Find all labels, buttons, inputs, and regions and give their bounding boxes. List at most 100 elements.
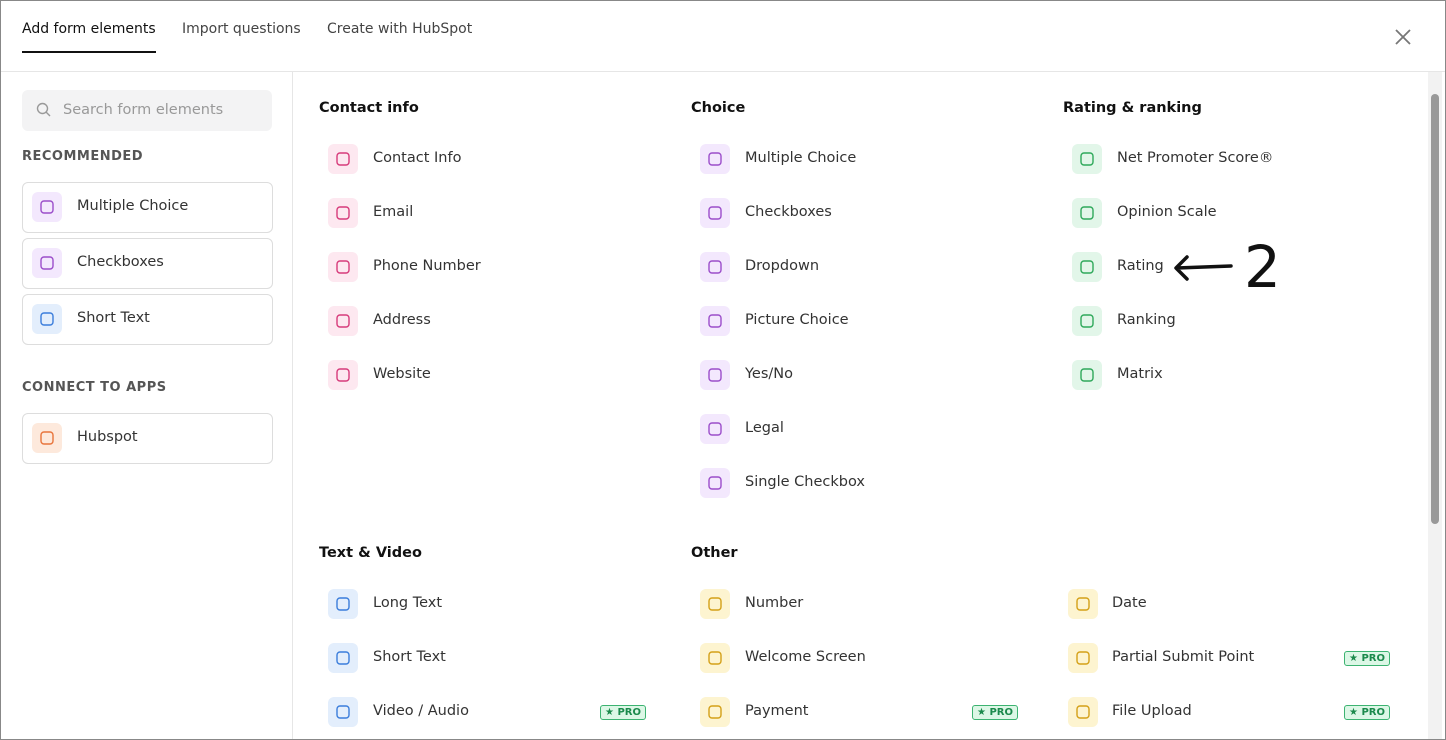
- element-item[interactable]: Contact Info: [319, 144, 646, 184]
- item-icon: [700, 144, 730, 174]
- item-icon: [700, 306, 730, 336]
- element-item[interactable]: Short Text: [319, 643, 646, 683]
- element-item[interactable]: Yes/No: [691, 360, 1018, 400]
- element-label: Ranking: [1117, 312, 1176, 328]
- element-item[interactable]: Rating: [1063, 252, 1390, 292]
- element-item[interactable]: Ranking: [1063, 306, 1390, 346]
- item-icon: [700, 252, 730, 282]
- element-label: Short Text: [373, 649, 446, 665]
- group-title: Contact info: [319, 100, 419, 116]
- item-icon: [1072, 252, 1102, 282]
- group-title: Other: [691, 545, 738, 561]
- active-tab-underline: [22, 51, 156, 53]
- element-item[interactable]: Single Checkbox: [691, 468, 1018, 508]
- element-label: Checkboxes: [745, 204, 832, 220]
- sidebar-item-label: Multiple Choice: [77, 198, 189, 214]
- element-label: Dropdown: [745, 258, 820, 274]
- sidebar-item-label: Checkboxes: [77, 254, 164, 270]
- element-label: Long Text: [373, 595, 443, 611]
- scrollbar-thumb[interactable]: [1431, 94, 1439, 524]
- pro-badge: ★ PRO: [1344, 705, 1390, 720]
- element-item[interactable]: Checkboxes: [691, 198, 1018, 238]
- close-button[interactable]: [1394, 28, 1412, 46]
- header-divider: [1, 71, 1445, 72]
- element-label: Single Checkbox: [745, 474, 866, 490]
- element-label: Date: [1112, 595, 1147, 611]
- search-icon: [36, 102, 51, 117]
- sidebar-item[interactable]: Hubspot: [22, 413, 273, 464]
- pro-badge: ★ PRO: [600, 705, 646, 720]
- element-item[interactable]: Welcome Screen: [691, 643, 1018, 683]
- element-item[interactable]: Multiple Choice: [691, 144, 1018, 184]
- item-icon: [700, 414, 730, 444]
- element-label: Legal: [745, 420, 784, 436]
- item-icon: [1072, 198, 1102, 228]
- item-icon: [1068, 589, 1098, 619]
- element-label: Website: [373, 366, 431, 382]
- annotation: 2: [1244, 233, 1281, 301]
- element-item[interactable]: Dropdown: [691, 252, 1018, 292]
- group-title: Text & Video: [319, 545, 422, 561]
- search-box[interactable]: Search form elements: [22, 90, 272, 131]
- item-icon: [700, 697, 730, 727]
- element-item[interactable]: Date: [1063, 589, 1390, 629]
- sidebar-section-title: RECOMMENDED: [22, 149, 144, 164]
- element-item[interactable]: Address: [319, 306, 646, 346]
- element-item[interactable]: Legal: [691, 414, 1018, 454]
- element-item[interactable]: Phone Number: [319, 252, 646, 292]
- search-placeholder: Search form elements: [63, 102, 224, 118]
- element-label: Contact Info: [373, 150, 462, 166]
- item-icon: [700, 589, 730, 619]
- scrollbar: [1428, 72, 1442, 739]
- sidebar-divider: [292, 72, 293, 739]
- element-label: Welcome Screen: [745, 649, 866, 665]
- sidebar-item[interactable]: Multiple Choice: [22, 182, 273, 233]
- element-item[interactable]: Matrix: [1063, 360, 1390, 400]
- item-icon: [328, 252, 358, 282]
- element-label: Picture Choice: [745, 312, 849, 328]
- element-label: Matrix: [1117, 366, 1163, 382]
- item-icon: [32, 304, 62, 334]
- item-icon: [1068, 643, 1098, 673]
- sidebar-item[interactable]: Short Text: [22, 294, 273, 345]
- sidebar-section-title: CONNECT TO APPS: [22, 380, 167, 395]
- sidebar-item[interactable]: Checkboxes: [22, 238, 273, 289]
- item-icon: [32, 192, 62, 222]
- element-item[interactable]: Number: [691, 589, 1018, 629]
- item-icon: [328, 306, 358, 336]
- item-icon: [32, 248, 62, 278]
- element-item[interactable]: Video / Audio ★ PRO: [319, 697, 646, 737]
- sidebar-item-label: Hubspot: [77, 429, 138, 445]
- item-icon: [328, 198, 358, 228]
- element-label: Net Promoter Score®: [1117, 150, 1274, 166]
- group-title: Choice: [691, 100, 746, 116]
- tab[interactable]: Create with HubSpot: [327, 21, 473, 37]
- element-item[interactable]: Picture Choice: [691, 306, 1018, 346]
- element-label: Video / Audio: [373, 703, 469, 719]
- element-label: Rating: [1117, 258, 1164, 274]
- element-item[interactable]: Opinion Scale: [1063, 198, 1390, 238]
- element-item[interactable]: Long Text: [319, 589, 646, 629]
- item-icon: [700, 360, 730, 390]
- annotation-arrow: [1174, 255, 1233, 281]
- element-item[interactable]: Partial Submit Point ★ PRO: [1063, 643, 1390, 683]
- item-icon: [1072, 144, 1102, 174]
- tab[interactable]: Import questions: [182, 21, 301, 37]
- element-item[interactable]: Website: [319, 360, 646, 400]
- element-label: Number: [745, 595, 804, 611]
- item-icon: [328, 697, 358, 727]
- sidebar-item-label: Short Text: [77, 310, 150, 326]
- element-item[interactable]: Payment ★ PRO: [691, 697, 1018, 737]
- item-icon: [328, 589, 358, 619]
- element-label: File Upload: [1112, 703, 1192, 719]
- item-icon: [700, 643, 730, 673]
- tab[interactable]: Add form elements: [22, 21, 156, 37]
- element-item[interactable]: Net Promoter Score®: [1063, 144, 1390, 184]
- element-label: Multiple Choice: [745, 150, 857, 166]
- element-item[interactable]: Email: [319, 198, 646, 238]
- element-item[interactable]: File Upload ★ PRO: [1063, 697, 1390, 737]
- element-label: Opinion Scale: [1117, 204, 1217, 220]
- pro-badge: ★ PRO: [972, 705, 1018, 720]
